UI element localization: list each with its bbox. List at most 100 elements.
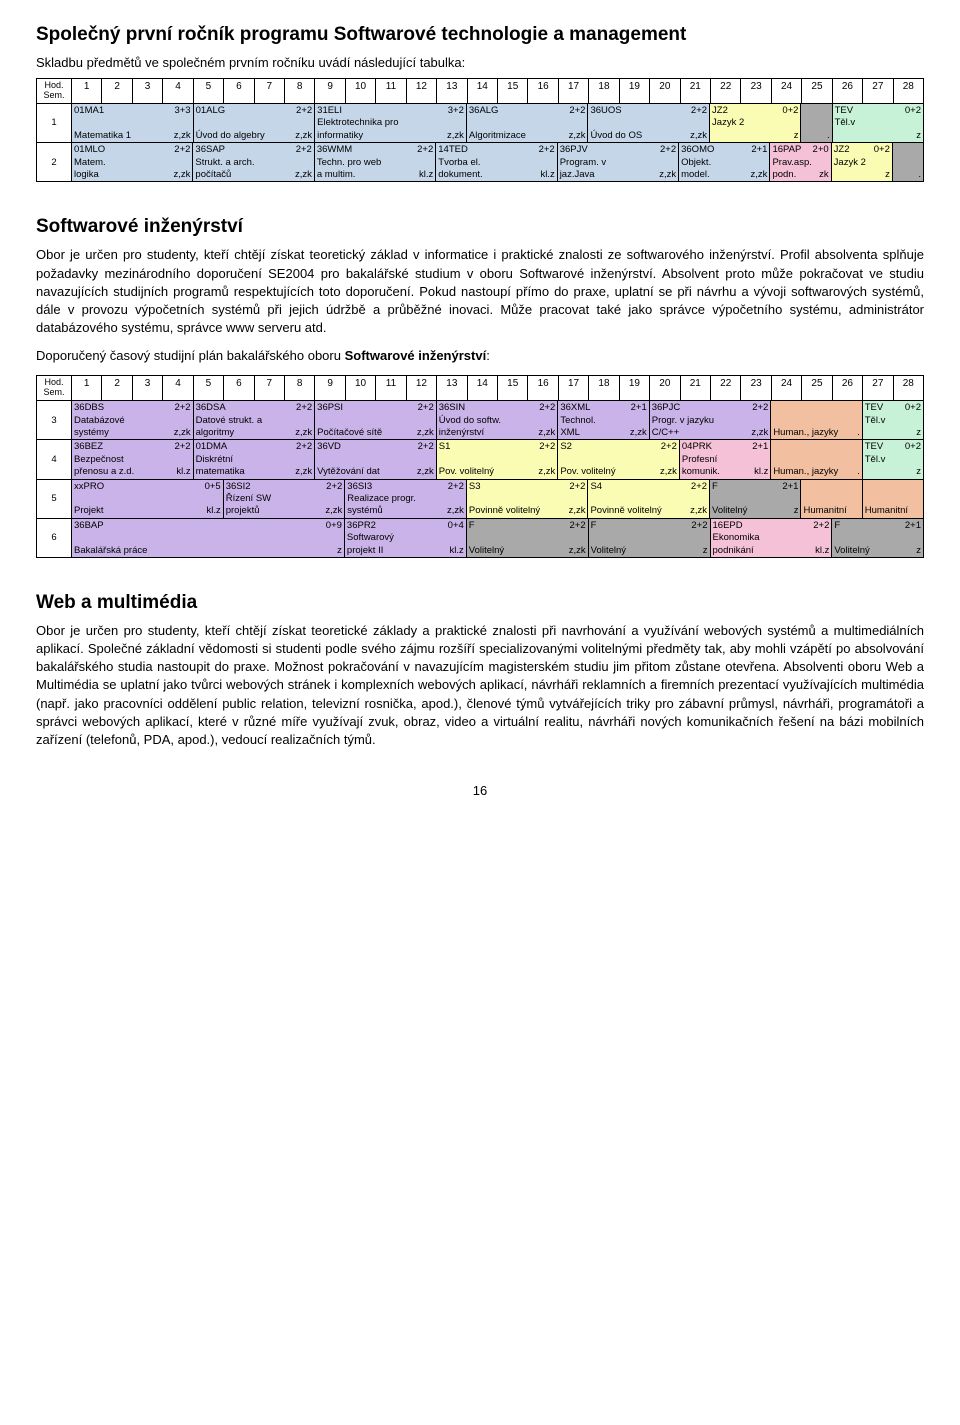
subject-credit: 2+2 — [296, 144, 312, 155]
subject-cell: 36SAP2+2Strukt. a arch.počítačůz,zk — [193, 143, 314, 182]
subject-code: 36PSI — [317, 402, 343, 413]
subject-code: 36DBS — [74, 402, 104, 413]
subject-name-mid — [194, 117, 315, 128]
subject-code: F — [591, 520, 597, 531]
subject-code: 36PJC — [652, 402, 681, 413]
subject-name-bot: Projekt — [74, 505, 104, 516]
subject-exam: z,zk — [295, 130, 312, 141]
header-col: 18 — [589, 375, 619, 401]
subject-credit: 0+2 — [905, 105, 921, 116]
subject-name-mid — [588, 117, 709, 128]
page-title-wm: Web a multimédia — [36, 592, 924, 614]
header-col: 17 — [559, 375, 589, 401]
subject-code: 36PR2 — [347, 520, 376, 531]
subject-name-mid — [588, 493, 709, 504]
subject-cell: 36PR20+4Softwarovýprojekt IIkl.z — [345, 519, 467, 558]
plan-row: 5xxPRO0+5Projektkl.z36SI22+2Řízení SWpro… — [36, 480, 924, 519]
plan-row: 636BAP0+9Bakalářská prácez36PR20+4Softwa… — [36, 519, 924, 558]
header-col: 4 — [163, 375, 193, 401]
subject-code: S2 — [560, 441, 572, 452]
subject-credit: 2+1 — [905, 520, 921, 531]
header-col: 1 — [72, 375, 102, 401]
subject-code: 01ALG — [196, 105, 226, 116]
subject-code: S4 — [590, 481, 602, 492]
subject-exam: z,zk — [174, 169, 191, 180]
subject-exam: z — [794, 130, 799, 141]
subject-cell: 36PJV2+2Program. vjaz.Javaz,zk — [558, 143, 679, 182]
subject-credit: 2+2 — [691, 481, 707, 492]
header-col: 26 — [833, 375, 863, 401]
subject-name-mid: Těl.v — [863, 415, 923, 426]
subject-name-mid: Program. v — [558, 157, 678, 168]
subject-cell: 36SI22+2Řízení SWprojektůz,zk — [224, 480, 346, 519]
plan-row: 336DBS2+2Databázovésystémyz,zk36DSA2+2Da… — [36, 401, 924, 440]
subject-cell: 36XML2+1Technol.XMLz,zk — [558, 401, 649, 440]
header-col: 14 — [468, 78, 498, 104]
header-col: 24 — [772, 78, 802, 104]
subject-credit: 2+2 — [448, 481, 464, 492]
subject-cell: JZ20+2Jazyk 2z — [710, 104, 801, 143]
subject-name-mid: Technol. — [558, 415, 648, 426]
subject-name-bot: Humanitní — [803, 505, 846, 516]
subject-name-bot: algoritmy — [196, 427, 235, 438]
header-col: 25 — [802, 375, 832, 401]
header-col: 9 — [315, 78, 345, 104]
subject-code: 14TED — [438, 144, 468, 155]
subject-cell: 36BEZ2+2Bezpečnostpřenosu a z.d.kl.z — [72, 440, 194, 479]
subject-cell: 36BAP0+9Bakalářská prácez — [72, 519, 345, 558]
header-col: 12 — [407, 78, 437, 104]
page-number: 16 — [36, 783, 924, 798]
subject-cell: Humanitní — [863, 480, 924, 519]
subject-exam: kl.z — [754, 466, 768, 477]
subject-name-mid: Softwarový — [345, 532, 466, 543]
wm-paragraph: Obor je určen pro studenty, kteří chtějí… — [36, 622, 924, 749]
subject-name-mid: Matem. — [72, 157, 192, 168]
subject-credit: 2+2 — [296, 105, 312, 116]
subject-name-bot: matematika — [196, 466, 245, 477]
subject-code: TEV — [835, 105, 853, 116]
subject-name-mid: Jazyk 2 — [710, 117, 800, 128]
subject-exam: kl.z — [540, 169, 554, 180]
subject-code: 01MLO — [74, 144, 105, 155]
subject-cell: . — [801, 104, 832, 143]
subject-credit: 2+2 — [296, 441, 312, 452]
subject-name-bot: Volitelný — [591, 545, 626, 556]
subject-credit: 3+2 — [448, 105, 464, 116]
subject-name-mid — [72, 117, 193, 128]
subject-name-bot: Povinně volitelný — [469, 505, 540, 516]
header-col: 11 — [376, 78, 406, 104]
subject-exam: . — [857, 466, 860, 477]
subject-credit: 2+1 — [752, 441, 768, 452]
semester-number: 5 — [36, 480, 72, 519]
subject-code: 01MA1 — [74, 105, 104, 116]
subject-cell: 16PAP2+0Prav.asp.podn.zk — [770, 143, 831, 182]
subject-cell: JZ20+2Jazyk 2z — [832, 143, 893, 182]
subject-exam: kl.z — [815, 545, 829, 556]
subject-credit: 2+2 — [418, 402, 434, 413]
subject-name-bot: model. — [681, 169, 710, 180]
subject-credit: 2+0 — [813, 144, 829, 155]
subject-name-bot: komunik. — [682, 466, 720, 477]
subject-name-bot: Human., jazyky — [773, 466, 838, 477]
subject-code: 36BEZ — [74, 441, 103, 452]
subject-credit: 2+2 — [691, 105, 707, 116]
subject-name-bot: Pov. volitelný — [439, 466, 494, 477]
subject-exam: z,zk — [417, 466, 434, 477]
subject-name-mid — [467, 117, 588, 128]
subject-name-mid — [771, 442, 861, 465]
subject-name-mid: Diskrétní — [194, 454, 315, 465]
subject-cell: Human., jazyky. — [771, 401, 862, 440]
subject-cell: xxPRO0+5Projektkl.z — [72, 480, 224, 519]
subject-exam: kl.z — [206, 505, 220, 516]
subject-credit: 0+5 — [205, 481, 221, 492]
subject-cell: 16EPD2+2Ekonomikapodnikáníkl.z — [711, 519, 833, 558]
header-col: 17 — [559, 78, 589, 104]
subject-name-bot: jaz.Java — [560, 169, 595, 180]
header-col: 22 — [711, 375, 741, 401]
subject-credit: 2+2 — [539, 441, 555, 452]
subject-exam: z,zk — [690, 505, 707, 516]
subject-exam: kl.z — [176, 466, 190, 477]
subject-cell: 04PRK2+1Profesníkomunik.kl.z — [680, 440, 771, 479]
subject-code: 36UOS — [590, 105, 621, 116]
subject-name-mid: Strukt. a arch. — [193, 157, 313, 168]
